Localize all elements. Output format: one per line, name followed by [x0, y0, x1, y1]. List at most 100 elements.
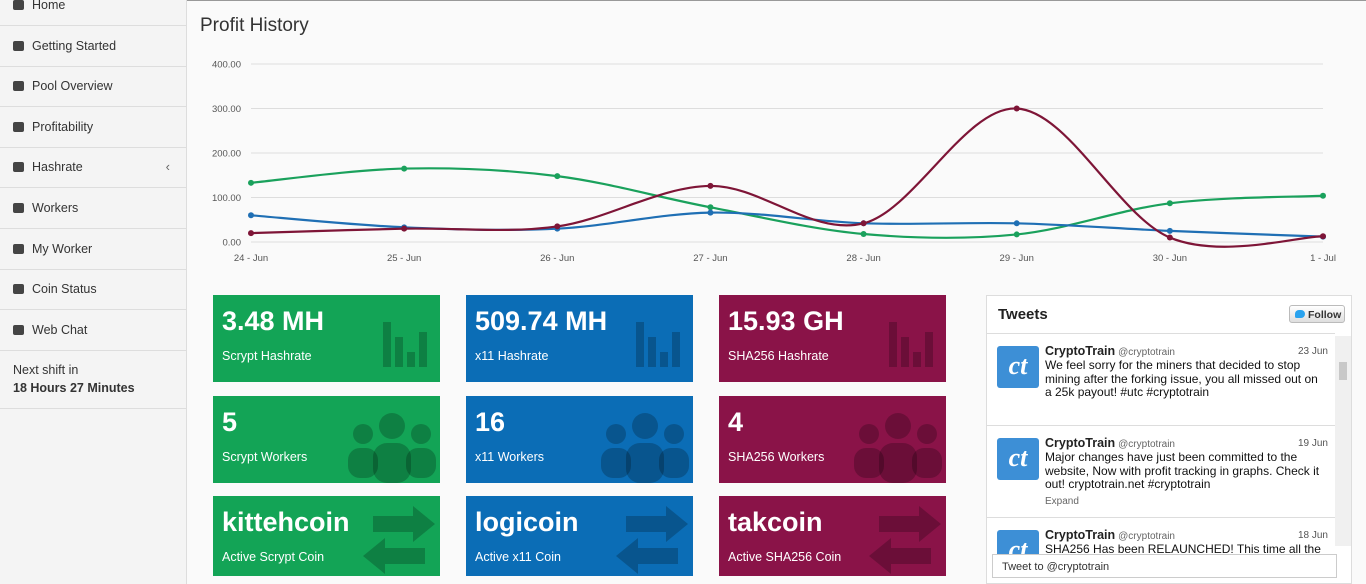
- series-line: [250, 107, 1324, 248]
- stat-tile: 15.93 GH SHA256 Hashrate: [719, 295, 946, 382]
- nav-label: Web Chat: [32, 322, 88, 337]
- tile-icon: [854, 413, 942, 483]
- tile-value: 16: [475, 407, 506, 437]
- tile-label: SHA256 Workers: [728, 450, 825, 464]
- stat-tile: kittehcoin Active Scrypt Coin: [213, 496, 440, 576]
- data-point: [1166, 227, 1173, 234]
- nav-item[interactable]: Workers: [0, 188, 186, 229]
- scrollbar[interactable]: [1335, 336, 1351, 546]
- nav-item[interactable]: Web Chat: [0, 310, 186, 351]
- x-tick-label: 1 - Jul: [1310, 253, 1336, 264]
- tile-value: takcoin: [728, 507, 823, 537]
- bird-icon: [1295, 310, 1305, 318]
- stat-tile: 16 x11 Workers: [466, 396, 693, 483]
- nav-icon: [13, 121, 24, 132]
- icon-body: [406, 448, 436, 478]
- data-point: [1166, 200, 1173, 207]
- icon-bar: [925, 332, 933, 367]
- icon-body: [373, 443, 411, 483]
- data-point: [1013, 231, 1020, 238]
- data-point: [707, 182, 714, 189]
- data-point: [860, 230, 867, 237]
- tile-icon: [363, 506, 435, 574]
- icon-body: [854, 448, 884, 478]
- shift-label: Next shift in: [13, 363, 79, 377]
- tile-icon: [616, 506, 688, 574]
- nav-item[interactable]: Profitability: [0, 107, 186, 148]
- series-line: [250, 167, 1324, 239]
- tweet: ct CryptoTrain @cryptotrain 19 Jun Major cha…: [987, 425, 1335, 518]
- icon-bar: [636, 322, 644, 367]
- stat-tile: takcoin Active SHA256 Coin: [719, 496, 946, 576]
- tile-label: Scrypt Workers: [222, 450, 308, 464]
- shift-info: Next shift in 18 Hours 27 Minutes: [0, 350, 186, 409]
- icon-body: [348, 448, 378, 478]
- expand-link[interactable]: Expand: [1045, 496, 1079, 507]
- tile-label: Active Scrypt Coin: [222, 550, 325, 564]
- icon-body: [879, 443, 917, 483]
- icon-bar: [395, 337, 403, 367]
- icon-arrow: [363, 538, 425, 574]
- icon-arrow: [879, 506, 941, 542]
- icon-head: [353, 424, 373, 444]
- y-tick-label: 200.00: [212, 149, 241, 160]
- chevron: ‹: [165, 159, 170, 175]
- tweet-text: Major changes have just been committed t…: [1045, 450, 1320, 491]
- nav-item[interactable]: Hashrate ‹: [0, 147, 186, 189]
- icon-bar: [648, 337, 656, 367]
- data-point: [1320, 192, 1326, 199]
- avatar: ct: [997, 346, 1039, 388]
- nav-label: My Worker: [32, 241, 93, 256]
- data-point: [707, 209, 714, 216]
- tile-value: logicoin: [475, 507, 579, 537]
- data-point: [1013, 220, 1020, 227]
- nav-label: Coin Status: [32, 282, 97, 297]
- y-tick-label: 300.00: [212, 104, 241, 115]
- avatar: ct: [997, 438, 1039, 480]
- data-point: [1013, 105, 1020, 112]
- icon-arrow: [869, 538, 931, 574]
- nav-item[interactable]: Pool Overview: [0, 66, 186, 108]
- icon-bar: [407, 352, 415, 367]
- tweet-handle: @cryptotrain: [1118, 347, 1175, 358]
- data-point: [401, 165, 408, 172]
- tweet-handle: @cryptotrain: [1118, 439, 1175, 450]
- nav-item[interactable]: Coin Status: [0, 269, 186, 311]
- x-tick-label: 29 - Jun: [1000, 253, 1034, 264]
- tweet-input[interactable]: Tweet to @cryptotrain: [992, 554, 1337, 578]
- icon-bar: [383, 322, 391, 367]
- nav-item[interactable]: Getting Started: [0, 26, 186, 67]
- tile-value: 3.48 MH: [222, 306, 325, 336]
- nav-item[interactable]: Home: [0, 0, 186, 26]
- y-tick-label: 0.00: [223, 238, 242, 249]
- x-tick-label: 30 - Jun: [1153, 253, 1187, 264]
- icon-body: [601, 448, 631, 478]
- data-point: [707, 204, 714, 211]
- tile-value: 5: [222, 407, 238, 437]
- tweet-author: CryptoTrain @cryptotrain: [1045, 528, 1175, 542]
- nav-icon: [13, 284, 24, 295]
- sidebar: Next shift in 18 Hours 27 Minutes Home Ge…: [0, 0, 187, 584]
- nav-icon: [13, 40, 24, 51]
- tweet-text: We feel sorry for the miners that decide…: [1045, 358, 1318, 399]
- tweets-panel: Tweets Follow ct CryptoTrain @cryptotrain 2…: [986, 295, 1352, 584]
- icon-head: [632, 413, 658, 439]
- tweet-author: CryptoTrain @cryptotrain: [1045, 436, 1175, 450]
- stat-tile: 4 SHA256 Workers: [719, 396, 946, 483]
- avatar: ct: [997, 530, 1039, 558]
- tile-value: 4: [728, 407, 744, 437]
- data-point: [554, 223, 561, 230]
- follow-button[interactable]: Follow: [1289, 305, 1345, 323]
- nav-item[interactable]: My Worker: [0, 229, 186, 270]
- icon-arrow: [616, 538, 678, 574]
- stat-tile: 5 Scrypt Workers: [213, 396, 440, 483]
- icon-bar: [913, 352, 921, 367]
- stat-tile: 3.48 MH Scrypt Hashrate: [213, 295, 440, 382]
- data-point: [860, 220, 867, 227]
- tile-icon: [601, 413, 689, 483]
- tile-icon: [889, 322, 933, 367]
- nav-icon: [13, 243, 24, 254]
- tile-icon: [636, 322, 680, 367]
- scroll-thumb[interactable]: [1339, 362, 1347, 380]
